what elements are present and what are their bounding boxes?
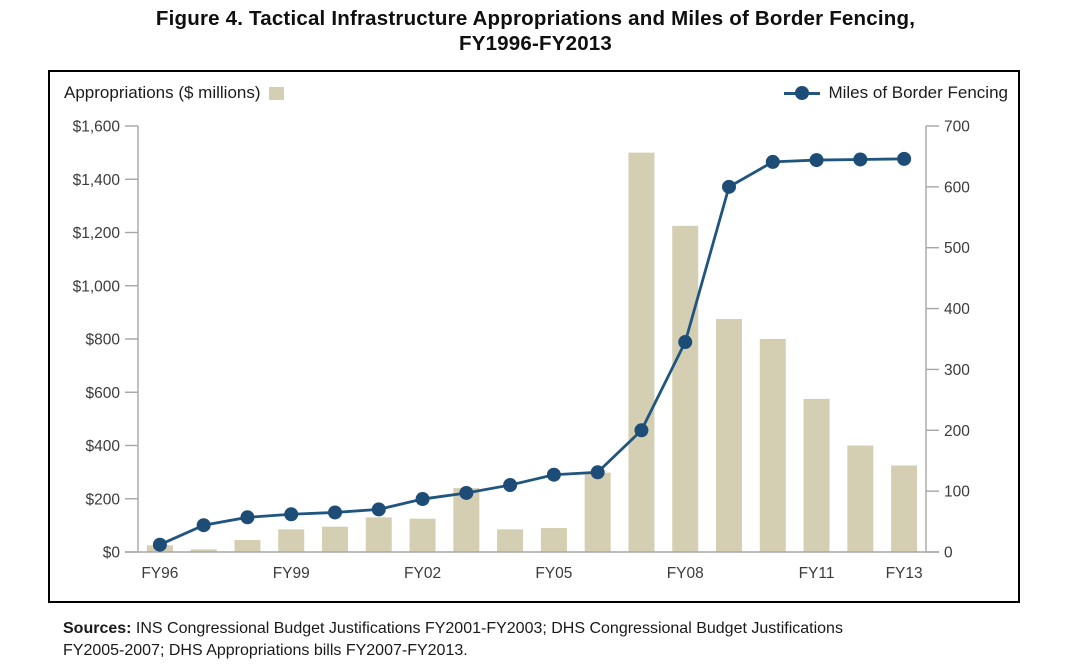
line-marker-icon: [784, 86, 821, 100]
figure-title: Figure 4. Tactical Infrastructure Approp…: [0, 6, 1071, 56]
miles-point-FY07: [634, 423, 649, 438]
miles-point-FY09: [722, 179, 736, 194]
miles-point-FY12: [853, 152, 868, 167]
bar-FY99: [278, 529, 305, 552]
left-axis-tick-label: $1,600: [73, 119, 121, 136]
bar-FY04: [497, 529, 524, 552]
bar-FY10: [759, 339, 786, 552]
bar-FY07: [628, 152, 655, 552]
line-marker-dot: [795, 86, 810, 100]
miles-line: [159, 157, 905, 546]
bar-FY13: [891, 465, 918, 552]
x-axis-tick-label: FY99: [273, 565, 310, 582]
left-axis-tick-label: $800: [86, 332, 121, 349]
bar-FY08: [672, 225, 699, 552]
line-marker-segment: [808, 91, 821, 95]
miles-point-FY99: [284, 507, 299, 522]
bar-FY09: [716, 319, 742, 552]
legend-miles-label: Miles of Border Fencing: [828, 83, 1008, 102]
chart-svg: $0 $200 $400 $600 $800 $1,000 $1,200 $1,400 $1,6…: [73, 119, 971, 583]
left-axis-tick-label: $400: [86, 438, 121, 455]
miles-point-FY08: [678, 335, 693, 350]
left-axis-tick-label: $200: [86, 491, 121, 508]
right-axis-tick-label: 400: [944, 301, 970, 318]
left-axis-tick-label: $0: [103, 545, 121, 562]
legend-appropriations: Appropriations ($ millions): [64, 83, 284, 103]
miles-point-FY96: [152, 537, 167, 552]
x-axis-tick-label: FY08: [667, 565, 704, 582]
figure-title-line2: FY1996-FY2013: [458, 32, 613, 55]
line-marker-segment: [784, 91, 797, 95]
miles-point-FY00: [328, 505, 342, 520]
x-axis-tick-label: FY96: [141, 565, 178, 582]
x-axis-tick-label: FY05: [535, 565, 572, 582]
miles-point-FY13: [897, 151, 912, 166]
miles-point-FY03: [459, 485, 474, 500]
left-axis-tick-label: $1,400: [73, 172, 121, 189]
bar-FY05: [540, 528, 567, 552]
left-axis-tick-label: $600: [86, 385, 121, 402]
legend-appropriations-label: Appropriations ($ millions): [64, 83, 261, 102]
right-axis-tick-label: 300: [944, 362, 970, 379]
chart-panel: $0 $200 $400 $600 $800 $1,000 $1,200 $1,400 $1,6…: [48, 70, 1020, 603]
x-axis-tick-label: FY13: [886, 565, 923, 582]
bar-FY11: [803, 398, 830, 552]
bar-FY01: [365, 517, 392, 552]
sources-text-line2: FY2005-2007; DHS Appropriations bills FY…: [63, 642, 468, 659]
sources-label: Sources:: [63, 620, 132, 637]
left-axis-tick-label: $1,000: [73, 278, 121, 295]
sources-note: Sources: INS Congressional Budget Justif…: [63, 618, 1013, 662]
miles-point-FY11: [809, 153, 824, 168]
x-axis-tick-label: FY02: [404, 565, 441, 582]
sources-text-line1: INS Congressional Budget Justifications …: [131, 620, 843, 637]
miles-point-FY04: [503, 478, 518, 493]
right-axis-tick-label: 0: [944, 545, 953, 562]
right-axis-tick-label: 200: [944, 423, 970, 440]
bar-FY98: [234, 540, 261, 552]
x-axis-tick-label: FY11: [799, 565, 835, 582]
miles-point-FY06: [590, 465, 605, 480]
bar-swatch-icon: [268, 87, 284, 100]
left-axis-tick-label: $1,200: [73, 225, 121, 242]
right-axis-tick-label: 100: [944, 484, 970, 501]
bar-FY02: [409, 518, 436, 552]
figure-title-line1: Figure 4. Tactical Infrastructure Approp…: [155, 7, 916, 30]
right-axis-tick-label: 600: [944, 179, 970, 196]
miles-point-FY01: [371, 502, 386, 517]
right-axis-tick-label: 500: [944, 240, 970, 257]
right-axis-tick-label: 700: [944, 119, 970, 136]
miles-point-FY05: [546, 467, 561, 482]
miles-point-FY10: [765, 154, 780, 169]
legend-miles: Miles of Border Fencing: [784, 83, 1008, 103]
bar-FY97: [190, 549, 217, 552]
miles-point-FY98: [240, 510, 255, 525]
bar-FY12: [847, 445, 874, 552]
miles-point-FY97: [196, 518, 211, 533]
bar-FY06: [584, 472, 611, 552]
miles-point-FY02: [415, 492, 430, 507]
bar-FY00: [322, 526, 348, 552]
